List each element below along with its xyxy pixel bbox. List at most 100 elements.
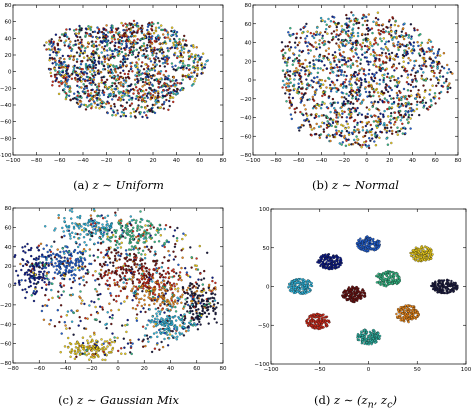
scatter-point (24, 296, 27, 300)
scatter-point (53, 57, 56, 60)
scatter-point (150, 68, 154, 71)
scatter-point (370, 87, 374, 90)
scatter-point (125, 64, 128, 67)
scatter-point (84, 71, 87, 74)
scatter-point (144, 47, 147, 50)
scatter-point (306, 114, 309, 117)
scatter-point (28, 279, 32, 283)
scatter-point (304, 73, 307, 76)
scatter-point (414, 71, 417, 74)
scatter-point (143, 83, 146, 87)
scatter-point (319, 67, 322, 70)
scatter-point (49, 253, 52, 257)
scatter-point (211, 279, 214, 283)
scatter-point (412, 85, 415, 89)
scatter-point (345, 92, 348, 96)
scatter-point (371, 31, 374, 35)
scatter-point (413, 74, 417, 78)
scatter-point (414, 77, 417, 80)
scatter-point (351, 97, 354, 100)
scatter-point (30, 294, 33, 297)
scatter-point (134, 254, 137, 257)
scatter-point (124, 107, 128, 111)
scatter-point (432, 61, 435, 64)
scatter-point (121, 272, 124, 275)
scatter-point (389, 126, 393, 129)
scatter-point (361, 32, 364, 36)
scatter-point (65, 261, 68, 264)
scatter-point (141, 80, 145, 84)
scatter-point (168, 99, 171, 103)
scatter-point (204, 291, 208, 294)
scatter-point (149, 321, 152, 324)
scatter-point (156, 335, 159, 338)
scatter-point (59, 284, 62, 287)
scatter-point (119, 64, 122, 67)
scatter-point (40, 309, 44, 313)
scatter-point (176, 81, 179, 85)
scatter-point (445, 80, 448, 83)
scatter-point (47, 255, 51, 258)
scatter-point (213, 317, 216, 321)
scatter-point (156, 281, 160, 284)
scatter-point (67, 37, 71, 40)
scatter-point (339, 54, 342, 57)
scatter-point (157, 283, 161, 287)
scatter-point (135, 265, 138, 269)
scatter-point (75, 32, 78, 35)
scatter-point (82, 56, 86, 59)
scatter-point (113, 44, 117, 48)
scatter-point (70, 217, 73, 220)
scatter-point (347, 133, 351, 136)
scatter-point (366, 33, 370, 36)
scatter-point (290, 117, 293, 121)
scatter-point (174, 310, 178, 313)
scatter-point (384, 45, 388, 49)
scatter-point (186, 296, 189, 300)
scatter-point (141, 325, 145, 328)
scatter-point (93, 331, 96, 334)
scatter-point (156, 321, 159, 324)
scatter-point (382, 123, 385, 127)
scatter-point (93, 301, 96, 304)
scatter-point (80, 70, 83, 73)
x-tick-label: −20 (101, 158, 113, 164)
scatter-point (328, 25, 332, 28)
scatter-point (201, 294, 205, 297)
scatter-point (405, 81, 409, 84)
scatter-point (418, 113, 421, 117)
scatter-point (37, 257, 40, 261)
scatter-point (69, 350, 72, 354)
scatter-point (102, 231, 106, 234)
scatter-point (387, 85, 391, 88)
scatter-point (53, 229, 56, 232)
scatter-point (75, 355, 78, 358)
scatter-point (101, 46, 104, 49)
scatter-point (58, 57, 61, 60)
scatter-point (395, 118, 398, 122)
scatter-point (289, 113, 293, 116)
scatter-point (421, 99, 424, 102)
scatter-point (95, 290, 99, 293)
scatter-point (416, 41, 419, 44)
scatter-point (335, 25, 338, 29)
scatter-point (117, 308, 120, 312)
scatter-point (53, 67, 56, 70)
scatter-point (388, 129, 391, 133)
scatter-point (44, 304, 47, 307)
scatter-point (90, 73, 94, 76)
scatter-point (161, 84, 165, 88)
scatter-point (102, 101, 105, 104)
scatter-point (65, 94, 69, 97)
scatter-point (106, 345, 109, 348)
scatter-point (369, 139, 372, 142)
scatter-point (333, 107, 336, 110)
scatter-point (105, 102, 108, 105)
scatter-point (142, 68, 146, 71)
scatter-point (433, 71, 436, 75)
scatter-point (307, 52, 310, 55)
scatter-point (283, 56, 286, 60)
scatter-point (201, 307, 205, 310)
scatter-point (58, 59, 61, 63)
scatter-point (174, 332, 177, 335)
